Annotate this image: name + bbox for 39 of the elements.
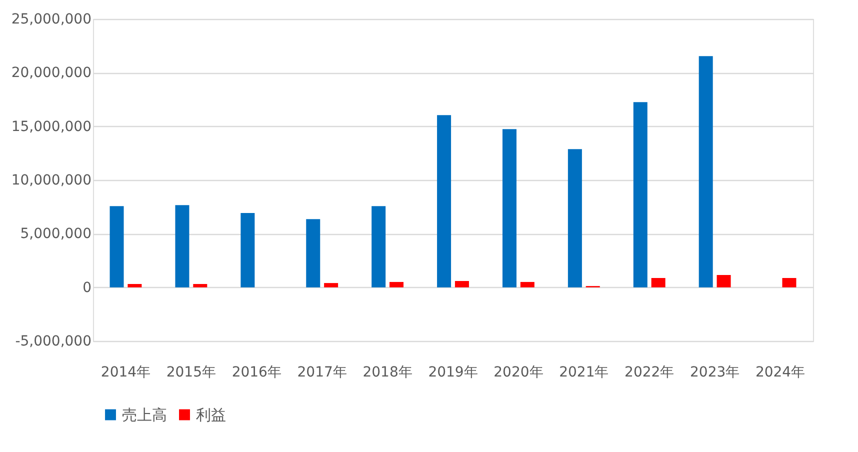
bar [175, 205, 190, 288]
bar [437, 115, 452, 288]
x-tick-label: 2015年 [166, 364, 216, 380]
legend-label: 売上高 [122, 406, 167, 424]
bar [502, 129, 516, 288]
y-tick-label: 10,000,000 [11, 172, 92, 188]
y-tick-label: 20,000,000 [11, 65, 92, 82]
bar [698, 56, 713, 288]
bar [128, 284, 142, 288]
bar [520, 282, 534, 288]
x-tick-label: 2017年 [297, 364, 347, 380]
bar [306, 219, 320, 288]
bar [240, 213, 255, 288]
bar [390, 282, 404, 288]
bar [110, 206, 124, 288]
x-tick-label: 2018年 [362, 364, 412, 380]
x-tick-label: 2019年 [428, 364, 478, 380]
x-tick-label: 2024年 [755, 364, 806, 380]
y-tick-label: 25,000,000 [11, 12, 92, 28]
bar [651, 278, 666, 288]
bar [372, 206, 386, 288]
x-tick-label: 2023年 [690, 364, 740, 380]
bar [716, 274, 731, 288]
x-tick-label: 2022年 [624, 364, 674, 380]
x-tick-label: 2020年 [494, 364, 544, 380]
y-tick-label: -5,000,000 [15, 334, 92, 350]
bar [454, 281, 469, 288]
x-tick-label: 2021年 [559, 364, 609, 380]
legend-label: 利益 [196, 406, 226, 424]
x-tick-label: 2016年 [232, 364, 282, 380]
y-tick-label: 5,000,000 [20, 226, 92, 242]
y-tick-label: 15,000,000 [11, 118, 92, 135]
bar [324, 283, 338, 288]
bar [782, 278, 796, 288]
bar [633, 102, 648, 288]
y-tick-label: 0 [82, 280, 92, 296]
x-tick-label: 2014年 [100, 364, 151, 380]
bar [568, 149, 582, 288]
bar [193, 284, 208, 288]
